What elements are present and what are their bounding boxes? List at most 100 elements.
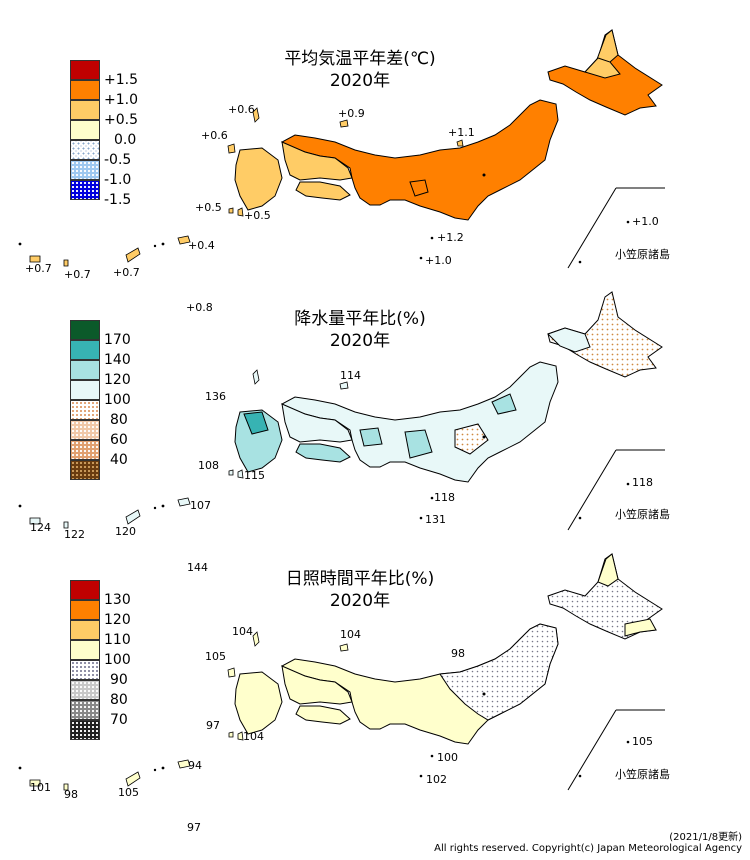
precip-value-amami: 107 — [190, 499, 211, 512]
copyright: All rights reserved. Copyright(c) Japan … — [434, 843, 742, 854]
temp-value-okinawa: +0.7 — [113, 266, 140, 279]
temperature-title: 平均気温平年差(℃) 2020年 — [265, 48, 455, 92]
legend-swatch-temp-5 — [70, 160, 100, 180]
sun-value-yonaguni: 98 — [64, 788, 78, 801]
legend-label-sun-5: 80 — [110, 692, 128, 708]
sun-value-tsushima: 104 — [232, 625, 253, 638]
legend-swatch-precip-7 — [70, 460, 100, 480]
sun-value-oki: 104 — [340, 628, 361, 641]
okinawa-island — [125, 771, 141, 787]
legend-swatch-sun-5 — [70, 680, 100, 700]
legend-label-sun-0: 130 — [104, 592, 131, 608]
legend-label-sun-3: 100 — [104, 652, 131, 668]
precipitation-title-text: 降水量平年比(%) — [294, 309, 426, 329]
temperature-panel: 平均気温平年差(℃) 2020年 +1.5 +1.0 +0.5 0.0 -0.5… — [0, 0, 750, 314]
temp-value-chichijima: +1.0 — [632, 215, 659, 228]
chugoku-region — [281, 403, 353, 443]
kyushu-region — [234, 409, 283, 473]
update-date: (2021/1/8更新) — [669, 832, 742, 843]
precipitation-year: 2020年 — [329, 331, 391, 351]
legend-label-sun-2: 110 — [104, 632, 131, 648]
sun-value-tanegashima: 104 — [243, 730, 264, 743]
temperature-title-text: 平均気温平年差(℃) — [284, 49, 436, 69]
okinawa-island — [125, 247, 141, 263]
precip-value-daito: 144 — [187, 561, 208, 574]
precip-value-koshiki: 108 — [198, 459, 219, 472]
legend-swatch-sun-1 — [70, 600, 100, 620]
temp-value-koshiki: +0.5 — [195, 201, 222, 214]
koshiki-island — [228, 731, 234, 738]
okinawa-island — [125, 509, 141, 525]
kyushu-region — [234, 671, 283, 735]
chubu-blob — [404, 429, 433, 459]
legend-label-temp-6: -1.5 — [104, 192, 132, 208]
sunshine-title: 日照時間平年比(%) 2020年 — [265, 568, 455, 612]
precipitation-panel: 降水量平年比(%) 2020年 170 140 120 100 80 60 40… — [0, 262, 750, 574]
yonaguni-island — [63, 783, 69, 791]
hokkaido-wet — [547, 327, 591, 353]
amami-island — [177, 759, 191, 769]
temp-value-izu-b: +1.0 — [425, 254, 452, 267]
temp-value-izu-a: +1.2 — [437, 231, 464, 244]
temperature-year: 2020年 — [329, 71, 391, 91]
legend-label-precip-3: 100 — [104, 392, 131, 408]
legend-label-temp-5: -1.0 — [104, 172, 132, 188]
kanto-dry — [454, 423, 489, 455]
legend-label-precip-5: 60 — [110, 432, 128, 448]
kyushu-region — [234, 147, 283, 211]
sun-value-koshiki: 97 — [206, 719, 220, 732]
tokai-blob — [409, 179, 429, 197]
legend-swatch-sun-6 — [70, 700, 100, 720]
legend-swatch-precip-3 — [70, 380, 100, 400]
temp-value-tsushima: +0.6 — [228, 103, 255, 116]
precip-value-tanegashima: 115 — [244, 469, 265, 482]
chugoku-region — [281, 141, 353, 181]
hokkaido-region — [547, 553, 663, 640]
legend-swatch-temp-0 — [70, 60, 100, 80]
sun-ogasawara-label: 小笠原諸島 — [615, 768, 670, 781]
sunshine-panel: 日照時間平年比(%) 2020年 130 120 110 100 90 80 7… — [0, 524, 750, 834]
temp-value-tanegashima: +0.5 — [244, 209, 271, 222]
honshu-region — [280, 361, 559, 483]
temp-value-goto: +0.6 — [201, 129, 228, 142]
legend-swatch-sun-0 — [70, 580, 100, 600]
legend-swatch-temp-3 — [70, 120, 100, 140]
sunshine-title-text: 日照時間平年比(%) — [285, 569, 435, 589]
legend-label-precip-0: 170 — [104, 332, 131, 348]
goto-island — [227, 143, 236, 154]
legend-label-sun-4: 90 — [110, 672, 128, 688]
oki-island — [339, 643, 349, 652]
ishigaki-island — [29, 517, 41, 525]
oki-island — [339, 381, 349, 390]
sun-value-izu: 100 — [437, 751, 458, 764]
legend-swatch-temp-2 — [70, 100, 100, 120]
temp-value-amami: +0.4 — [188, 239, 215, 252]
izu-island — [456, 139, 464, 147]
legend-swatch-sun-3 — [70, 640, 100, 660]
hokkaido-inner — [584, 57, 621, 79]
kinki-blob — [359, 427, 383, 447]
goto-island — [227, 667, 236, 678]
sun-value-daito: 97 — [187, 821, 201, 834]
legend-label-temp-3: 0.0 — [114, 132, 137, 148]
legend-label-sun-6: 70 — [110, 712, 128, 728]
temp-value-daito: +0.8 — [186, 301, 213, 314]
ogasawara-inset — [567, 187, 665, 269]
sun-value-goto: 105 — [205, 650, 226, 663]
legend-swatch-temp-6 — [70, 180, 100, 200]
precip-value-chichijima: 118 — [632, 476, 653, 489]
honshu-region — [280, 99, 559, 221]
sun-value-hachijo: 98 — [451, 647, 465, 660]
precip-value-izu-b: 131 — [425, 513, 446, 526]
sun-value-okinawa: 105 — [118, 786, 139, 799]
temp-value-oki: +0.9 — [338, 107, 365, 120]
legend-swatch-precip-1 — [70, 340, 100, 360]
precip-ogasawara-label: 小笠原諸島 — [615, 508, 670, 521]
precipitation-title: 降水量平年比(%) 2020年 — [265, 308, 455, 352]
legend-label-precip-4: 80 — [110, 412, 128, 428]
amami-island — [177, 235, 191, 245]
yonaguni-island — [63, 521, 69, 529]
tanegashima-island — [237, 207, 244, 217]
tsushima-island — [252, 369, 260, 385]
sunshine-year: 2020年 — [329, 591, 391, 611]
